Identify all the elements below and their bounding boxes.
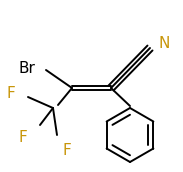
Text: F: F [62,143,71,158]
Text: N: N [158,35,169,51]
Text: F: F [6,85,15,100]
Text: F: F [18,130,27,145]
Text: Br: Br [18,61,35,76]
